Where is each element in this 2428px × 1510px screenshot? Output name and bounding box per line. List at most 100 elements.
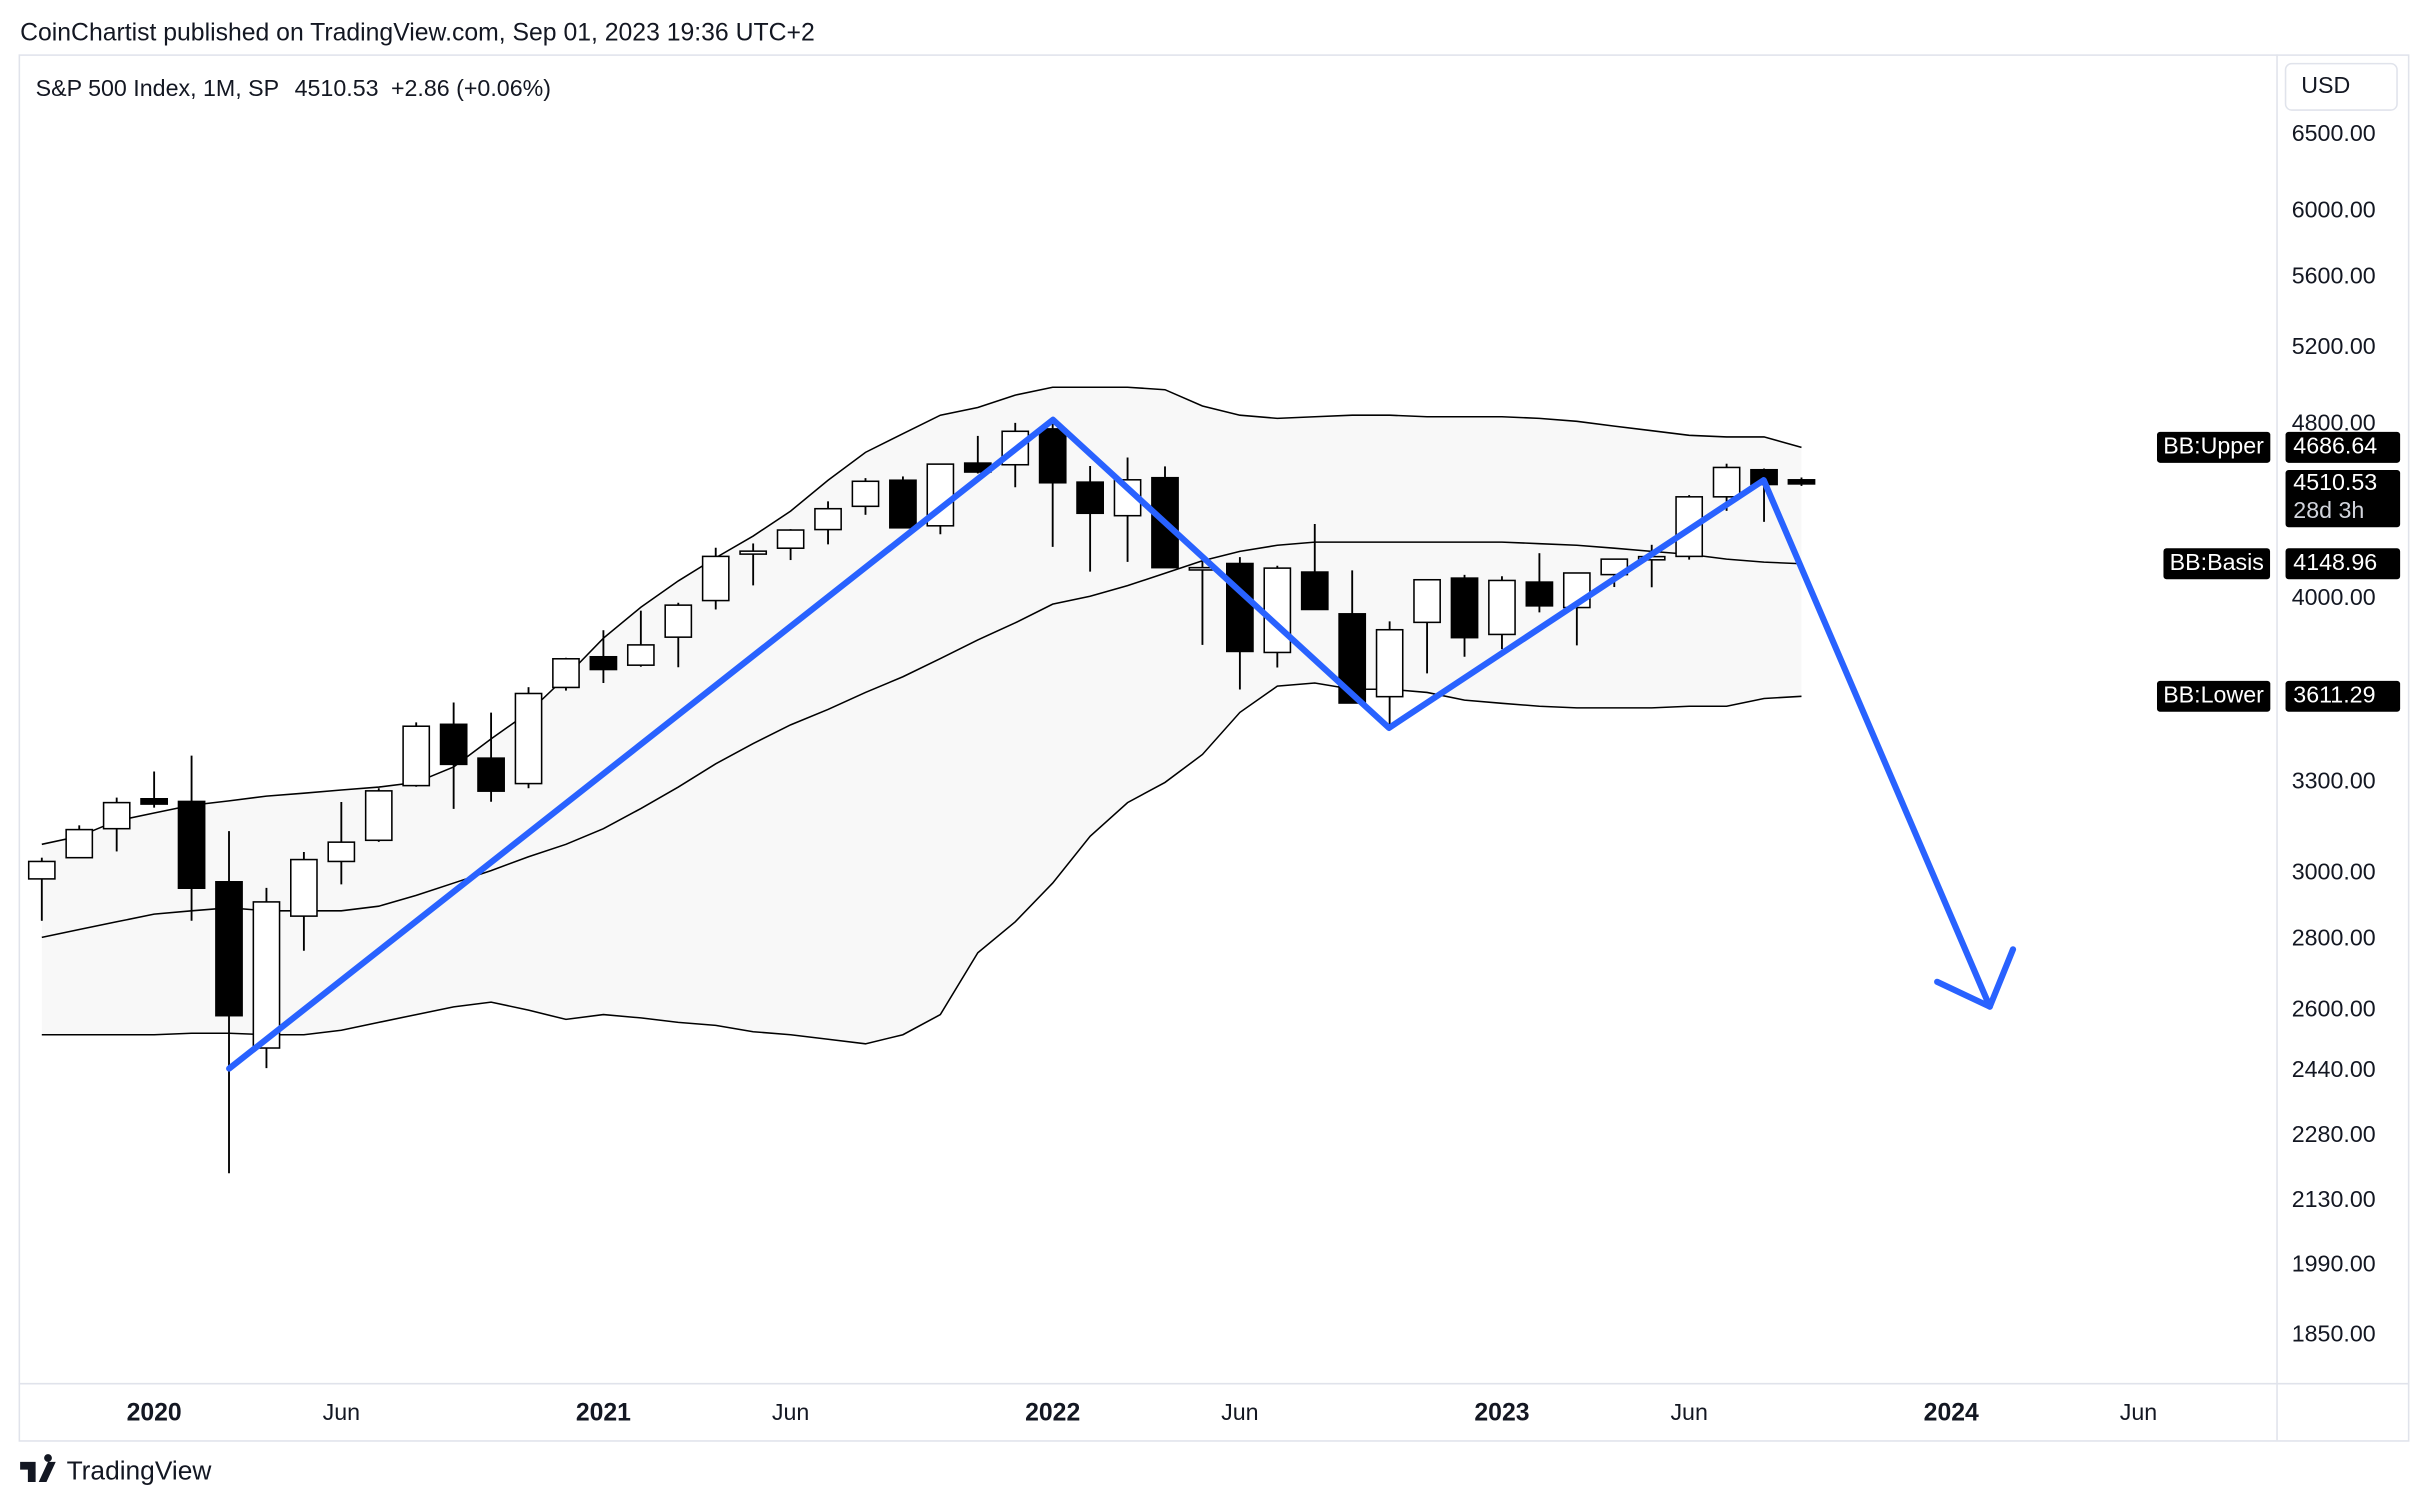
x-tick-label: 2022 [1025, 1399, 1080, 1426]
band-value: 4148.96 [2293, 549, 2377, 575]
y-tick-label: 4000.00 [2292, 584, 2376, 610]
candle-body [402, 725, 431, 787]
band-value-box [2285, 680, 2401, 712]
band-value: 3611.29 [2293, 681, 2375, 707]
candle-body [1413, 578, 1441, 624]
candle-body [1450, 577, 1479, 639]
candle-body [102, 801, 131, 830]
candle-body [1226, 562, 1254, 653]
candle-body [776, 529, 805, 549]
band-name-box [2156, 431, 2271, 463]
arrow-head [1934, 946, 2017, 1010]
y-tick-label: 1990.00 [2292, 1251, 2376, 1277]
y-tick-label: 6500.00 [2292, 120, 2376, 146]
candle-body [1525, 581, 1554, 607]
candle-body [364, 790, 393, 842]
y-tick-label: 4800.00 [2292, 410, 2376, 436]
y-tick-label: 6000.00 [2292, 196, 2376, 222]
last-price-value: 4510.53 [2293, 469, 2377, 495]
x-tick-label: Jun [2120, 1399, 2157, 1425]
candle-body [626, 644, 655, 666]
x-tick-label: 2021 [576, 1399, 631, 1426]
candle-body [27, 860, 56, 880]
candle-body [1787, 479, 1816, 485]
band-name-box [2163, 548, 2271, 580]
candle-body [65, 828, 94, 859]
candle-body [215, 881, 243, 1017]
currency-box[interactable] [2284, 62, 2398, 111]
pattern-annotation [226, 416, 2017, 1072]
band-line [41, 682, 1802, 1045]
candle-body [552, 658, 580, 689]
candle-body [701, 555, 730, 602]
candle-body [851, 480, 880, 508]
brand: TradingView [20, 1454, 212, 1486]
y-tick-label: 3000.00 [2292, 859, 2376, 885]
last-price: 4510.53 [295, 75, 379, 101]
last-price-box [2285, 469, 2401, 528]
candle-body [1375, 628, 1404, 698]
candle-body [177, 800, 206, 890]
candle-body [589, 655, 618, 671]
y-tick-label: 1850.00 [2292, 1320, 2376, 1346]
candle-body [889, 479, 917, 529]
band-name-box [2156, 680, 2271, 712]
band-name: BB:Lower [2163, 681, 2264, 707]
y-tick-label: 2600.00 [2292, 995, 2376, 1021]
band-value: 4686.64 [2293, 432, 2377, 458]
candle-body [514, 692, 543, 785]
y-tick-label: 2130.00 [2292, 1186, 2376, 1212]
brand-logo [20, 1454, 56, 1483]
candle-body [477, 757, 505, 792]
bar-countdown: 28d 3h [2293, 497, 2364, 523]
candle-body [1076, 481, 1105, 515]
brand-name: TradingView [67, 1456, 213, 1486]
y-tick-label: 2440.00 [2292, 1056, 2376, 1082]
x-tick-label: Jun [323, 1399, 360, 1425]
legend-header: S&P 500 Index, 1M, SP 4510.53 +2.86 (+0.06… [36, 75, 551, 101]
band-line [41, 541, 1802, 939]
symbol: S&P 500 Index, 1M, SP [36, 75, 280, 101]
candle-body [252, 901, 281, 1049]
candle-body [814, 507, 842, 531]
candle-body [327, 841, 356, 863]
y-tick-label: 5200.00 [2292, 333, 2376, 359]
change: +2.86 (+0.06%) [391, 75, 551, 101]
band-line [41, 386, 1802, 846]
band-price-label: BB:Upper 4686.64 [2156, 431, 2401, 463]
candle-body [1038, 428, 1067, 484]
y-tick-label: 5600.00 [2292, 262, 2376, 288]
y-tick-label: 2280.00 [2292, 1121, 2376, 1147]
band-value-box [2285, 431, 2401, 463]
x-tick-label: Jun [1221, 1399, 1258, 1425]
plot: BB:Upper 4686.64 BB:Basis 4148.96 BB:Lower 36… [27, 386, 2401, 1174]
chart-frame [18, 54, 2410, 1442]
band-price-label: BB:Lower 3611.29 [2156, 680, 2401, 712]
x-tick-label: Jun [1670, 1399, 1707, 1425]
currency[interactable]: USD [2301, 72, 2350, 98]
published-line: CoinChartist published on TradingView.co… [20, 20, 815, 47]
pattern-line [226, 416, 1993, 1072]
band-value-box [2285, 548, 2401, 580]
candle-body [140, 798, 169, 805]
x-tick-label: 2023 [1474, 1399, 1529, 1426]
x-tick-label: 2024 [1924, 1399, 1979, 1426]
candle-body [664, 604, 693, 638]
x-tick-label: Jun [772, 1399, 809, 1425]
band-price-label: BB:Basis 4148.96 [2163, 548, 2401, 580]
candle-body [1263, 567, 1292, 654]
band-name: BB:Upper [2163, 432, 2264, 458]
y-tick-label: 2800.00 [2292, 925, 2376, 951]
y-tick-label: 3300.00 [2292, 768, 2376, 794]
candle-body [1300, 571, 1329, 611]
candle-body [439, 723, 468, 766]
band-fill [41, 387, 1802, 1044]
band-name: BB:Basis [2170, 549, 2264, 575]
x-tick-label: 2020 [127, 1399, 182, 1426]
candle-body [739, 550, 768, 555]
candle-body [290, 858, 318, 917]
candle-body [1712, 466, 1741, 498]
